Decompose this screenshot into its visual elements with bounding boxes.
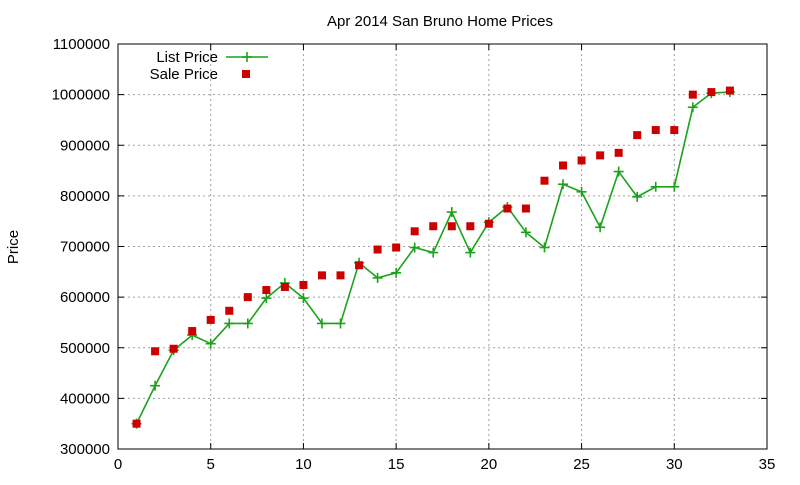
list-price-point xyxy=(687,102,698,113)
sale-price-point xyxy=(151,347,160,356)
x-tick-label: 35 xyxy=(759,456,776,473)
list-price-point xyxy=(372,272,383,283)
y-tick-label: 900000 xyxy=(60,137,110,154)
sale-price-point xyxy=(225,306,234,315)
sale-price-point xyxy=(299,280,308,289)
sale-price-point xyxy=(725,86,734,95)
x-tick-label: 10 xyxy=(295,456,312,473)
sale-price-point xyxy=(169,344,178,353)
list-price-point xyxy=(576,186,587,197)
list-price-point xyxy=(595,222,606,233)
list-price-point xyxy=(465,247,476,258)
list-price-point xyxy=(650,181,661,192)
grid xyxy=(118,44,767,449)
chart-title: Apr 2014 San Bruno Home Prices xyxy=(327,13,553,30)
sale-price-point xyxy=(317,271,326,280)
y-tick-label: 400000 xyxy=(60,390,110,407)
sale-price-point xyxy=(355,261,364,270)
series-list-price xyxy=(131,87,735,429)
list-price-point xyxy=(316,318,327,329)
y-tick-label: 500000 xyxy=(60,340,110,357)
y-tick-label: 800000 xyxy=(60,188,110,205)
list-price-point xyxy=(224,318,235,329)
x-tick-label: 25 xyxy=(573,456,590,473)
legend-square-marker xyxy=(242,70,250,78)
list-price-line xyxy=(135,91,730,425)
plot-area xyxy=(131,86,735,429)
list-price-point xyxy=(632,191,643,202)
list-price-point xyxy=(205,338,216,349)
y-tick-label: 300000 xyxy=(60,441,110,458)
sale-price-point xyxy=(484,219,493,228)
sale-price-point xyxy=(429,222,438,231)
axes: 0 5 10 15 20 25 30 35 300000 400000 500000 600000 70… xyxy=(52,36,776,473)
list-price-point xyxy=(520,227,531,238)
list-price-point xyxy=(539,242,550,253)
sale-price-point xyxy=(651,126,660,135)
x-tick-label: 5 xyxy=(207,456,215,473)
sale-price-point xyxy=(596,151,605,160)
sale-price-point xyxy=(206,315,215,324)
sale-price-point xyxy=(392,243,401,252)
list-price-point xyxy=(150,380,161,391)
list-price-point xyxy=(261,293,272,304)
sale-price-point xyxy=(466,222,475,231)
sale-price-point xyxy=(503,204,512,213)
list-price-point xyxy=(242,318,253,329)
x-tick-label: 30 xyxy=(666,456,683,473)
sale-price-point xyxy=(280,283,289,291)
sale-price-point xyxy=(188,327,197,336)
sale-price-point xyxy=(262,286,271,295)
sale-price-point xyxy=(577,156,586,165)
list-price-point xyxy=(558,179,569,190)
list-price-point xyxy=(335,318,346,329)
y-tick-label: 700000 xyxy=(60,239,110,256)
y-tick-label: 1100000 xyxy=(53,36,110,53)
list-price-point xyxy=(613,166,624,177)
sale-price-point xyxy=(540,176,549,185)
list-price-point xyxy=(409,242,420,253)
x-tick-label: 15 xyxy=(388,456,405,473)
sale-price-point xyxy=(688,90,697,99)
sale-price-point xyxy=(670,126,679,135)
sale-price-point xyxy=(559,161,568,170)
list-price-point xyxy=(446,207,457,218)
sale-price-point xyxy=(336,271,345,280)
sale-price-point xyxy=(707,88,716,97)
sale-price-point xyxy=(633,131,642,140)
y-axis-label: Price xyxy=(5,230,22,264)
legend-label: List Price xyxy=(156,49,218,66)
legend-label: Sale Price xyxy=(150,66,218,83)
plot-border xyxy=(117,43,768,450)
sale-price-point xyxy=(410,227,419,236)
list-price-point xyxy=(391,267,402,278)
list-price-point xyxy=(669,181,680,192)
sale-price-point xyxy=(373,245,382,254)
sale-price-point xyxy=(521,204,530,213)
x-tick-label: 0 xyxy=(114,456,122,473)
sale-price-point xyxy=(447,222,456,231)
y-tick-label: 1000000 xyxy=(52,87,110,104)
sale-price-point xyxy=(243,293,252,302)
sale-price-point xyxy=(132,419,141,428)
y-tick-label: 600000 xyxy=(60,289,110,306)
list-price-point xyxy=(428,247,439,258)
series-sale-price xyxy=(132,86,734,428)
x-tick-label: 20 xyxy=(481,456,498,473)
legend-plus-marker xyxy=(242,52,252,62)
list-price-point xyxy=(298,293,309,304)
sale-price-point xyxy=(614,148,623,157)
